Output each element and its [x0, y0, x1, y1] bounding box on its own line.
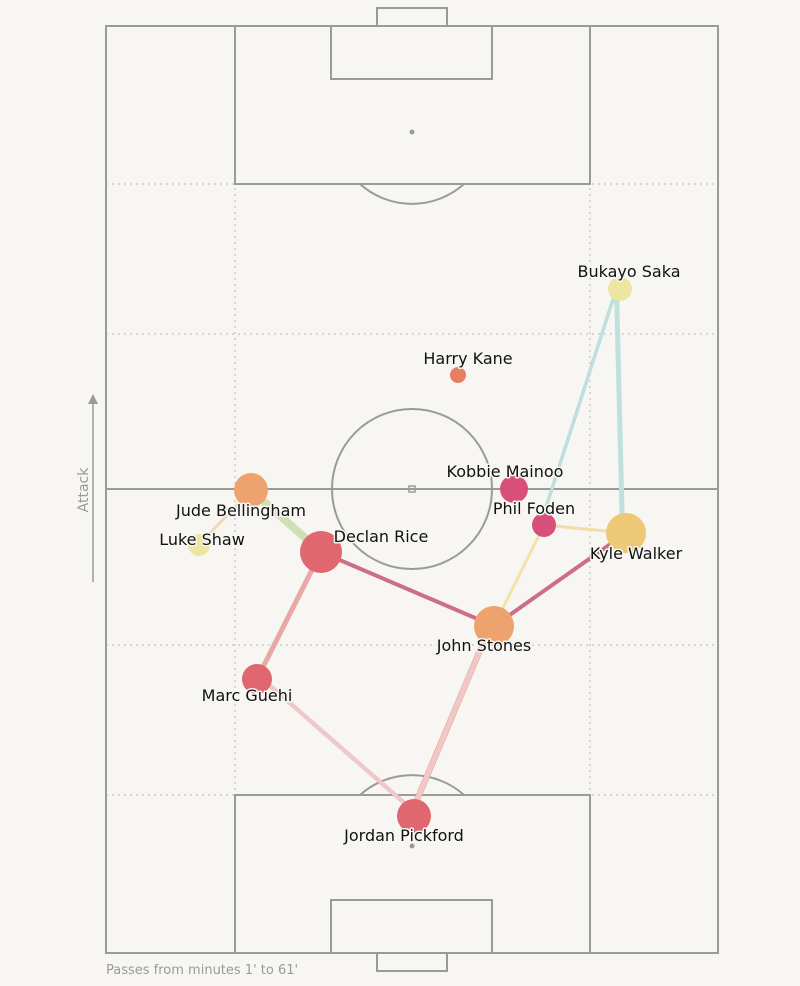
top-penalty-spot	[409, 129, 415, 135]
pitch-markings	[105, 7, 719, 972]
player-node-phil-foden[interactable]	[532, 513, 556, 537]
player-nodes	[188, 277, 646, 833]
pass-line-kyle-walker-to-bukayo-saka	[614, 289, 626, 534]
player-label-bukayo-saka: Bukayo Saka	[578, 262, 681, 281]
player-label-harry-kane: Harry Kane	[423, 349, 512, 368]
bottom-goal	[376, 952, 448, 972]
player-node-harry-kane[interactable]	[450, 367, 466, 383]
player-node-luke-shaw[interactable]	[188, 534, 210, 556]
player-label-john-stones: John Stones	[436, 636, 531, 655]
arrow-up-icon	[88, 394, 98, 404]
player-node-marc-guehi[interactable]	[242, 664, 272, 694]
player-node-declan-rice[interactable]	[300, 531, 342, 573]
pass-lines	[197, 287, 628, 816]
player-node-kobbie-mainoo[interactable]	[500, 475, 528, 503]
player-node-jordan-pickford[interactable]	[397, 799, 431, 833]
player-label-declan-rice: Declan Rice	[334, 527, 429, 546]
attack-direction: Attack	[76, 394, 98, 582]
bottom-penalty-spot	[409, 843, 415, 849]
player-label-jordan-pickford: Jordan Pickford	[343, 826, 464, 845]
player-node-kyle-walker[interactable]	[606, 513, 646, 553]
player-label-phil-foden: Phil Foden	[493, 499, 575, 518]
pass-line-declan-rice-to-john-stones	[320, 550, 495, 628]
player-node-jude-bellingham[interactable]	[234, 473, 268, 507]
pass-line-john-stones-to-jordan-pickford	[408, 623, 494, 816]
attack-label: Attack	[76, 467, 92, 513]
pass-line-kyle-walker-to-john-stones	[492, 531, 628, 628]
player-labels: Bukayo Saka Harry Kane Kobbie Mainoo Phil F…	[158, 261, 684, 847]
player-label-marc-guehi: Marc Guehi	[202, 686, 293, 705]
center-circle	[331, 408, 493, 570]
caption: Passes from minutes 1' to 61'	[106, 963, 298, 978]
pass-line-bukayo-saka-to-phil-foden	[539, 287, 619, 525]
top-penalty-arc	[359, 183, 465, 205]
pass-line-declan-rice-to-marc-guehi	[254, 550, 324, 681]
bottom-six-yard-box	[330, 899, 493, 954]
player-label-kobbie-mainoo: Kobbie Mainoo	[447, 462, 564, 481]
player-label-kyle-walker: Kyle Walker	[590, 544, 683, 563]
pass-line-jordan-pickford-to-marc-guehi	[257, 674, 418, 815]
player-node-john-stones[interactable]	[474, 606, 514, 646]
top-penalty-area	[234, 25, 591, 185]
center-spot	[408, 485, 416, 493]
top-six-yard-box	[330, 25, 493, 80]
player-label-luke-shaw: Luke Shaw	[159, 530, 245, 549]
top-goal	[376, 7, 448, 27]
player-node-bukayo-saka[interactable]	[608, 277, 632, 301]
player-label-jude-bellingham: Jude Bellingham	[175, 501, 306, 520]
bottom-penalty-arc	[359, 774, 465, 796]
